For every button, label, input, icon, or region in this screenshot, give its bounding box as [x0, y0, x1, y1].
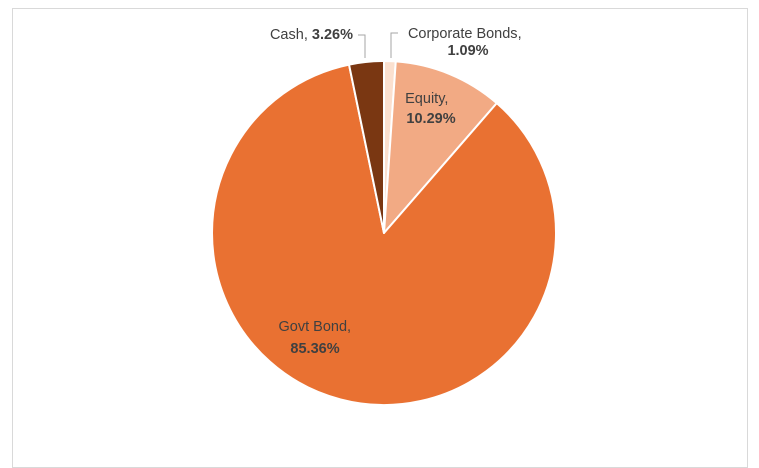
pie-slices	[211, 60, 557, 406]
pie-slice-govt-bond	[211, 63, 557, 406]
pie-slice-cash	[348, 60, 385, 234]
label-cash-value: 3.26%	[312, 27, 353, 43]
label-corporate-bonds: Corporate Bonds, 1.09%	[408, 25, 526, 59]
leader-line-corporate-bonds	[390, 32, 398, 58]
label-govt-bond-value: 85.36%	[290, 341, 339, 357]
pie-chart: Corporate Bonds, 1.09% Equity, 10.29% Ca…	[211, 25, 557, 406]
label-equity-value: 10.29%	[406, 111, 455, 127]
label-equity: Equity, 10.29%	[405, 90, 456, 127]
label-govt-bond: Govt Bond, 85.36%	[279, 318, 356, 357]
label-cash-name-text: Cash	[270, 27, 304, 43]
leader-line-cash	[358, 34, 366, 58]
label-govt-bond-name: Govt Bond	[279, 319, 348, 335]
label-equity-name: Equity	[405, 91, 446, 107]
pie-slice-equity	[383, 60, 498, 234]
label-corporate-bonds-value: 1.09%	[447, 43, 488, 59]
label-cash-combined: Cash, 3.26%	[270, 27, 353, 43]
label-corporate-bonds-name: Corporate Bonds	[408, 26, 518, 42]
